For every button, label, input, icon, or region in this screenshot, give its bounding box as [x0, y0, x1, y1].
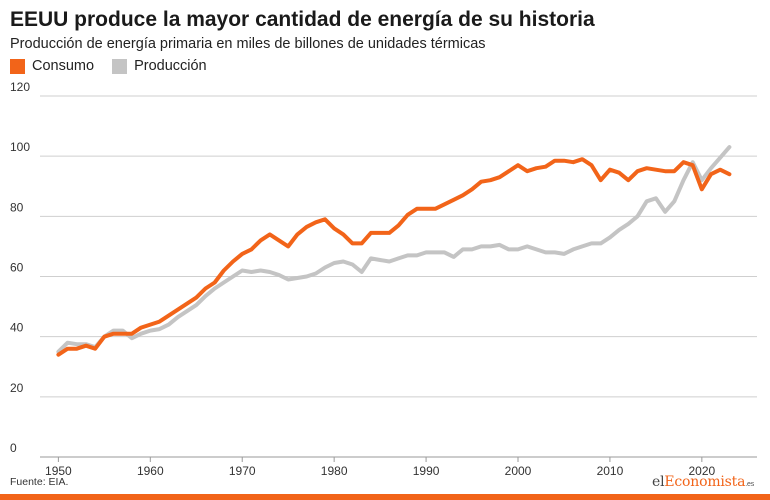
legend-item-consumo: Consumo — [10, 58, 94, 74]
x-tick-label: 2000 — [505, 464, 532, 478]
logo-text-economista: Economista — [664, 474, 746, 490]
y-tick-label: 20 — [10, 381, 24, 395]
legend-swatch-produccion — [112, 58, 128, 74]
legend-label-consumo: Consumo — [32, 58, 95, 74]
y-tick-label: 100 — [10, 140, 30, 154]
y-tick-label: 80 — [10, 200, 24, 214]
x-tick-label: 1990 — [413, 464, 440, 478]
x-tick-label: 1970 — [229, 464, 256, 478]
y-tick-label: 0 — [10, 441, 17, 455]
chart-subtitle: Producción de energía primaria en miles … — [10, 36, 486, 52]
legend-swatch-consumo — [10, 58, 25, 74]
y-tick-label: 120 — [10, 80, 30, 94]
series-line-consumo — [56, 157, 732, 357]
grid-layer — [40, 95, 757, 458]
y-tick-label: 60 — [10, 261, 24, 275]
logo-text-es: .es — [745, 481, 754, 488]
source-note: Fuente: EIA. — [10, 476, 69, 488]
logo-text-el: el — [652, 474, 665, 490]
x-tick-label: 1980 — [321, 464, 348, 478]
x-tick-label: 2020 — [688, 464, 715, 478]
publisher-logo: elEconomista.es — [652, 474, 754, 490]
axis-layer: 0 20 40 60 80 100 120 1950 1960 1970 1980 1990 2000 2… — [10, 80, 716, 478]
x-tick-label: 2010 — [597, 464, 624, 478]
series-layer — [56, 145, 732, 357]
brand-bottom-bar — [0, 494, 770, 500]
legend-label-produccion: Producción — [134, 58, 207, 74]
chart-title: EEUU produce la mayor cantidad de energí… — [10, 8, 595, 31]
legend-item-produccion: Producción — [112, 58, 207, 74]
series-line-produccion — [56, 145, 732, 354]
legend: Consumo Producción — [10, 58, 225, 74]
x-tick-label: 1960 — [137, 464, 164, 478]
x-tick-label: 1950 — [45, 464, 72, 478]
y-tick-label: 40 — [10, 321, 24, 335]
